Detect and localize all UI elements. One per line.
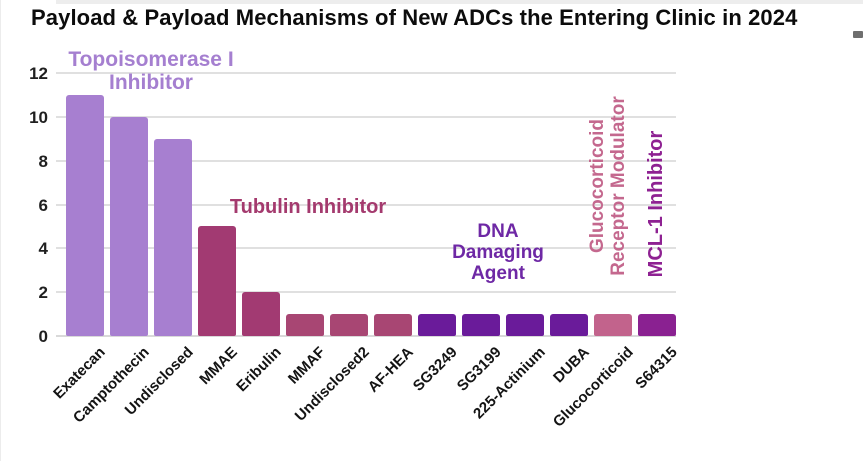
- bar-glucocorticoid: [594, 314, 632, 336]
- gridline-y-10: [56, 115, 676, 118]
- bar-mmaf: [286, 314, 324, 336]
- top-edge-strip: [56, 0, 863, 4]
- plot-area: [56, 72, 676, 337]
- bar-af-hea: [374, 314, 412, 336]
- bar-camptothecin: [110, 116, 148, 336]
- annotation-tubulin-inhibitor: Tubulin Inhibitor: [229, 196, 387, 218]
- annotation-dna-damaging-agent: DNA Damaging Agent: [418, 221, 578, 284]
- annotation-line: Receptor Modulator: [608, 96, 629, 276]
- annotation-line: Glucocorticoid: [587, 118, 608, 254]
- bar-eribulin: [242, 292, 280, 336]
- bar-mmae: [198, 226, 236, 336]
- annotation-glucocorticoid-receptor-modulator: Glucocorticoid Receptor Modulator: [587, 81, 629, 291]
- bar-undisclosed: [154, 138, 192, 336]
- y-tick-label-10: 10: [29, 107, 48, 127]
- bar-sg3199: [462, 314, 500, 336]
- y-tick-label-0: 0: [38, 327, 48, 346]
- gridline-y-4: [56, 247, 676, 250]
- annotation-line: Agent: [471, 263, 525, 284]
- bar-undisclosed2: [330, 314, 368, 336]
- y-tick-label-12: 12: [29, 64, 48, 83]
- chart-title: Payload & Payload Mechanisms of New ADCs…: [31, 5, 798, 30]
- annotation-mcl1-inhibitor: MCL-1 Inhibitor: [645, 130, 667, 278]
- annotation-line: Topoisomerase I: [68, 48, 234, 71]
- gridline-y-6: [56, 203, 676, 206]
- annotation-line: Inhibitor: [109, 71, 193, 94]
- y-tick-label-2: 2: [38, 283, 48, 303]
- y-tick-label-4: 4: [38, 239, 48, 259]
- bar-sg3249: [418, 314, 456, 336]
- bar-s64315: [638, 314, 676, 336]
- bar-duba: [550, 314, 588, 336]
- y-tick-label-6: 6: [38, 195, 48, 215]
- artifact-mark: [853, 31, 863, 38]
- annotation-line: Damaging: [452, 242, 544, 263]
- gridline-y-8: [56, 159, 676, 162]
- annotation-line: DNA: [477, 221, 519, 242]
- bar-225-actinium: [506, 314, 544, 336]
- gridline-y-2: [56, 291, 676, 294]
- x-axis-line: [56, 335, 676, 337]
- bar-exatecan: [66, 94, 104, 336]
- y-tick-label-8: 8: [38, 151, 48, 171]
- annotation-topoisomerase-inhibitor: Topoisomerase I Inhibitor: [11, 48, 291, 94]
- gridline-y-12: [56, 72, 676, 74]
